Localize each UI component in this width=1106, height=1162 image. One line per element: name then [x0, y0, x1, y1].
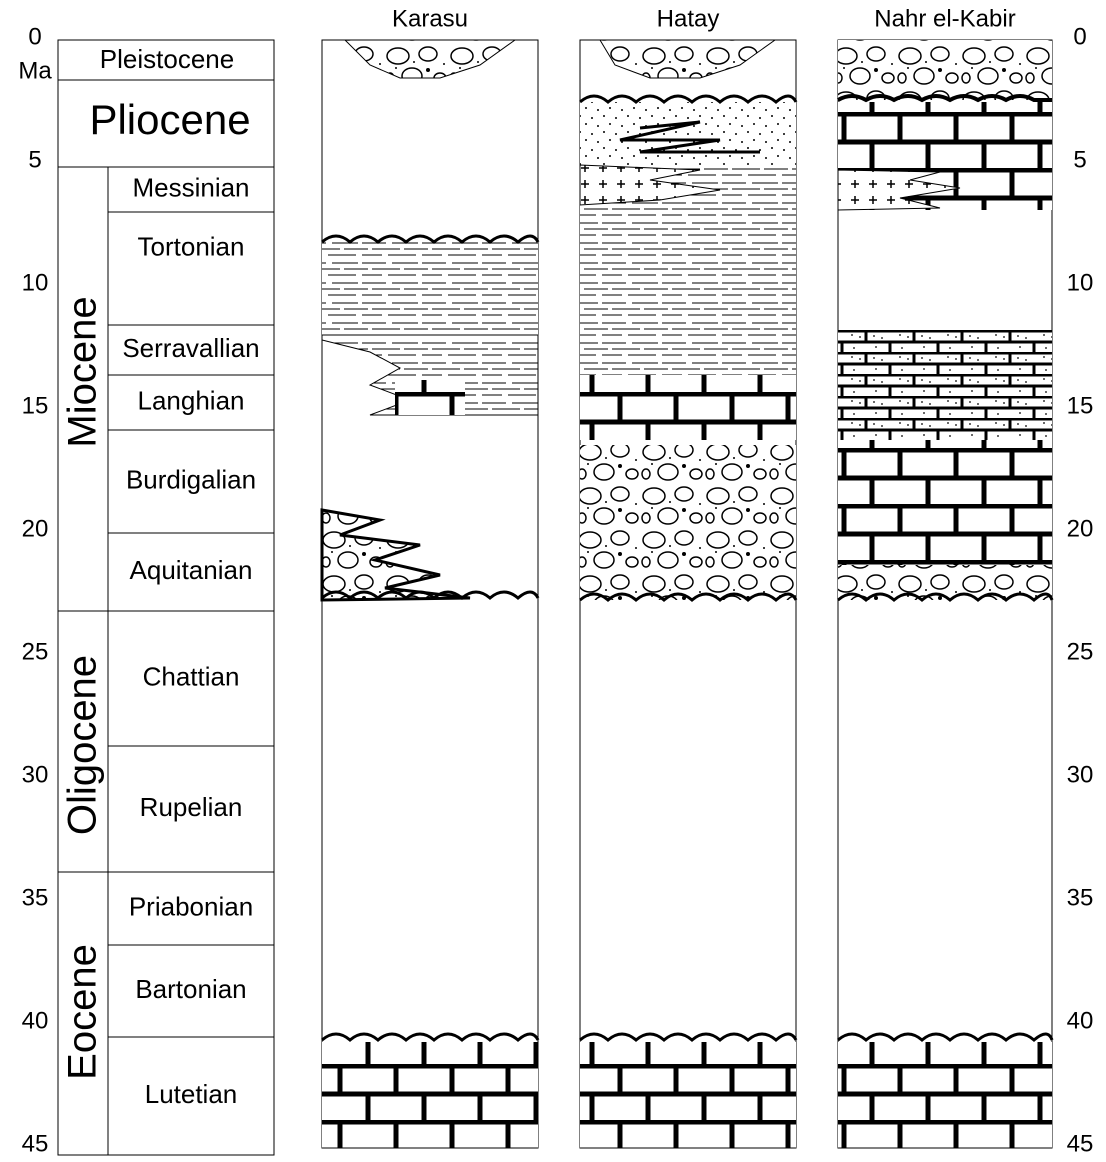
epoch-label: Miocene: [61, 296, 105, 447]
lithology: [838, 330, 1052, 440]
section-title: Hatay: [657, 5, 720, 32]
lithology: [322, 242, 538, 335]
lithology: [322, 1042, 538, 1148]
age-tick-label: 0: [28, 23, 41, 50]
lithology: [838, 1042, 1052, 1148]
stage-label: Priabonian: [129, 891, 253, 921]
stage-label: Rupelian: [140, 792, 243, 822]
stage-label: Tortonian: [138, 231, 245, 261]
epoch-label: Pliocene: [89, 96, 250, 143]
age-tick-label: 45: [22, 1130, 49, 1157]
stage-box: [108, 212, 274, 325]
lithology: [580, 445, 796, 600]
age-tick-label: 35: [22, 884, 49, 911]
age-tick-label: 20: [22, 515, 49, 542]
age-tick-label: 40: [1067, 1007, 1094, 1034]
lithology: [395, 380, 465, 415]
age-tick-label: 10: [22, 269, 49, 296]
lithology: [580, 1042, 796, 1148]
age-tick-label: 40: [22, 1007, 49, 1034]
stage-label: Serravallian: [122, 333, 259, 363]
age-tick-label: 20: [1067, 515, 1094, 542]
stage-label: Langhian: [138, 385, 245, 415]
epoch-label: Eocene: [61, 944, 105, 1080]
age-tick-label: 5: [1073, 146, 1086, 173]
epoch-label: Oligocene: [61, 655, 105, 835]
stage-label: Messinian: [132, 172, 249, 202]
lithology: [580, 375, 796, 440]
age-tick-label: 15: [1067, 392, 1094, 419]
stage-label: Burdigalian: [126, 464, 256, 494]
age-tick-label: 15: [22, 392, 49, 419]
lithology: [838, 40, 1052, 100]
stage-label: Chattian: [143, 661, 240, 691]
age-tick-label: 25: [1067, 638, 1094, 665]
age-tick-label: 30: [1067, 761, 1094, 788]
age-tick-label: 35: [1067, 884, 1094, 911]
stage-label: Aquitanian: [130, 555, 253, 585]
epoch-label: Pleistocene: [100, 44, 234, 74]
age-tick-label: 30: [22, 761, 49, 788]
age-tick-label: 10: [1067, 269, 1094, 296]
axis-unit: Ma: [18, 57, 52, 84]
age-tick-label: 5: [28, 146, 41, 173]
age-tick-label: 25: [22, 638, 49, 665]
age-tick-label: 45: [1067, 1130, 1094, 1157]
section-title: Nahr el-Kabir: [874, 5, 1015, 32]
stage-label: Lutetian: [145, 1079, 238, 1109]
lithology: [580, 102, 796, 165]
stratigraphic-diagram: Pleistocene Pliocene Miocene Oligocene E…: [0, 0, 1106, 1162]
stage-label: Bartonian: [135, 974, 246, 1004]
section-title: Karasu: [392, 5, 468, 32]
lithology: [838, 440, 1052, 565]
age-tick-label: 0: [1073, 23, 1086, 50]
